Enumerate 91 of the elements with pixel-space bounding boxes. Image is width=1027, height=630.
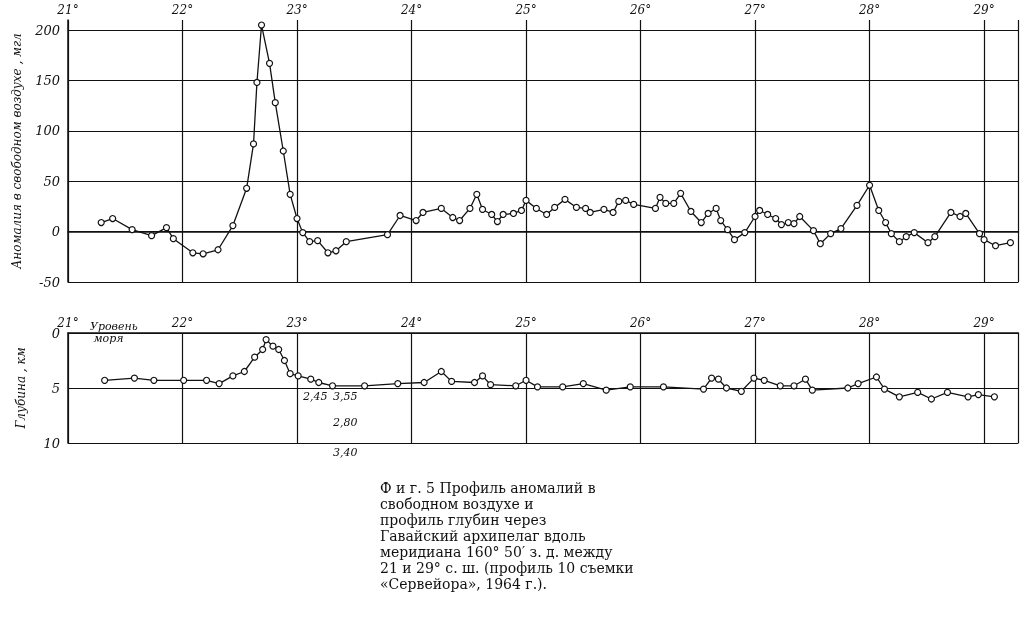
point xyxy=(914,388,922,396)
point xyxy=(360,382,369,390)
y-tick-label: 5 xyxy=(51,380,60,396)
point xyxy=(229,372,237,380)
x-tick-label: 27° xyxy=(743,3,766,17)
point xyxy=(262,336,270,344)
point xyxy=(737,387,745,395)
point xyxy=(259,345,267,354)
point xyxy=(240,367,248,376)
point xyxy=(275,345,283,354)
x-tick-label: 28° xyxy=(857,316,881,330)
y-tick-label: 50 xyxy=(43,173,60,189)
annotation: 3,55 xyxy=(333,389,358,403)
x-tick-label: 21° xyxy=(56,3,79,17)
point xyxy=(315,378,323,387)
point xyxy=(626,383,634,391)
point xyxy=(328,382,337,390)
point xyxy=(844,384,852,392)
point xyxy=(420,378,428,387)
point xyxy=(602,386,610,394)
point xyxy=(714,375,723,383)
text: Ф и г. 5 Профиль аномалий в свободном воздухе и профиль глубин через Гавайский архипелаг вдоль меридиана 160° 50′ з. д. между 21 и 29° с. ш. (профиль 10 съемки «Сервейора», 1964 г.). xyxy=(380,480,639,592)
point xyxy=(559,383,567,391)
point xyxy=(776,382,784,390)
point xyxy=(269,342,277,350)
point xyxy=(215,380,223,388)
point xyxy=(808,386,816,394)
x-tick-label: 23° xyxy=(285,3,308,17)
point xyxy=(699,385,708,393)
x-tick-label: 22° xyxy=(170,3,194,17)
point xyxy=(579,380,587,388)
y-tick-label: -50 xyxy=(39,274,60,290)
point xyxy=(964,393,972,401)
point xyxy=(101,376,109,384)
point xyxy=(437,367,445,376)
y-tick-label: 100 xyxy=(35,123,60,139)
point xyxy=(854,380,862,388)
point xyxy=(251,353,259,361)
x-tick-label: 24° xyxy=(399,3,423,17)
point xyxy=(990,393,998,401)
y-axis-title: Аномалия в свободном воздухе , мгл xyxy=(10,33,25,270)
annotation: Уровень моря xyxy=(90,319,138,345)
point xyxy=(280,356,289,365)
point xyxy=(872,373,881,381)
annotation: 2,45 xyxy=(302,389,328,403)
point xyxy=(478,372,487,380)
point xyxy=(150,376,158,384)
x-tick-label: 28° xyxy=(857,3,881,17)
x-tick-label: 23° xyxy=(285,316,308,330)
point xyxy=(895,393,903,401)
x-tick-label: 29° xyxy=(972,316,995,330)
point xyxy=(512,382,520,390)
point xyxy=(927,395,936,403)
point xyxy=(180,376,188,384)
x-tick-label: 26° xyxy=(628,3,652,17)
y-axis-title: Глубина , км xyxy=(14,347,28,430)
y-tick-label: 150 xyxy=(35,72,60,88)
point xyxy=(394,380,402,388)
text: 3,40 xyxy=(333,445,358,459)
point xyxy=(533,383,542,391)
point xyxy=(750,374,758,382)
point xyxy=(943,388,952,396)
point xyxy=(202,376,211,384)
point xyxy=(801,375,810,383)
point xyxy=(760,376,768,384)
point xyxy=(522,376,530,384)
y-tick-label: 10 xyxy=(43,435,60,451)
point xyxy=(790,382,798,390)
point xyxy=(130,374,139,382)
annotation: 2,80 xyxy=(332,415,358,429)
y-tick-label: 200 xyxy=(34,22,60,38)
x-tick-label: 24° xyxy=(399,316,423,330)
point xyxy=(880,385,889,393)
y-tick-label: 0 xyxy=(51,224,60,240)
x-tick-label: 26° xyxy=(628,316,652,330)
point xyxy=(707,374,716,382)
point xyxy=(659,383,668,391)
point xyxy=(722,384,731,392)
y-tick-label: 0 xyxy=(51,325,60,341)
x-tick-label: 27° xyxy=(743,316,766,330)
x-tick-label: 25° xyxy=(514,3,537,17)
x-tick-label: 22° xyxy=(170,316,194,330)
x-tick-label: 29° xyxy=(972,3,995,17)
point xyxy=(307,375,315,383)
point xyxy=(470,378,479,387)
point xyxy=(448,377,456,385)
point xyxy=(286,370,294,378)
point xyxy=(486,381,495,389)
point xyxy=(974,391,982,399)
point xyxy=(294,372,302,380)
x-tick-label: 25° xyxy=(514,316,537,330)
